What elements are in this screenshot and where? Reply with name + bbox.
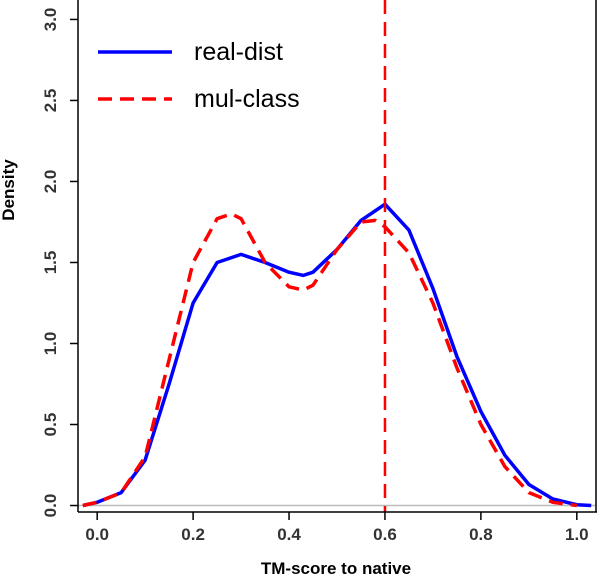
- x-axis-ticks: 0.0 0.2 0.4 0.6 0.8 1.0: [85, 512, 589, 544]
- x-tick-label: 1.0: [565, 525, 589, 544]
- series-line-mul-class: [82, 212, 578, 508]
- y-tick-label: 1.0: [41, 332, 60, 356]
- y-axis-ticks: 0.0 0.5 1.0 1.5 2.0 2.5 3.0: [41, 8, 78, 518]
- y-tick-label: 0.5: [41, 413, 60, 437]
- x-tick-label: 0.8: [469, 525, 493, 544]
- x-tick-label: 0.6: [373, 525, 397, 544]
- plot-frame: [77, 0, 597, 513]
- x-tick-label: 0.2: [181, 525, 205, 544]
- x-tick-label: 0.0: [85, 525, 109, 544]
- legend-label-real-dist: real-dist: [194, 38, 283, 66]
- legend-label-mul-class: mul-class: [194, 85, 300, 113]
- y-tick-label: 2.0: [41, 170, 60, 194]
- legend: real-dist mul-class: [98, 38, 300, 113]
- y-tick-label: 2.5: [41, 89, 60, 113]
- y-axis-title: Density: [0, 159, 18, 221]
- x-axis-title: TM-score to native: [261, 559, 411, 578]
- x-tick-label: 0.4: [277, 525, 301, 544]
- y-tick-label: 1.5: [41, 251, 60, 275]
- y-tick-label: 3.0: [41, 8, 60, 32]
- series-line-real-dist: [82, 202, 592, 508]
- y-tick-label: 0.0: [41, 494, 60, 518]
